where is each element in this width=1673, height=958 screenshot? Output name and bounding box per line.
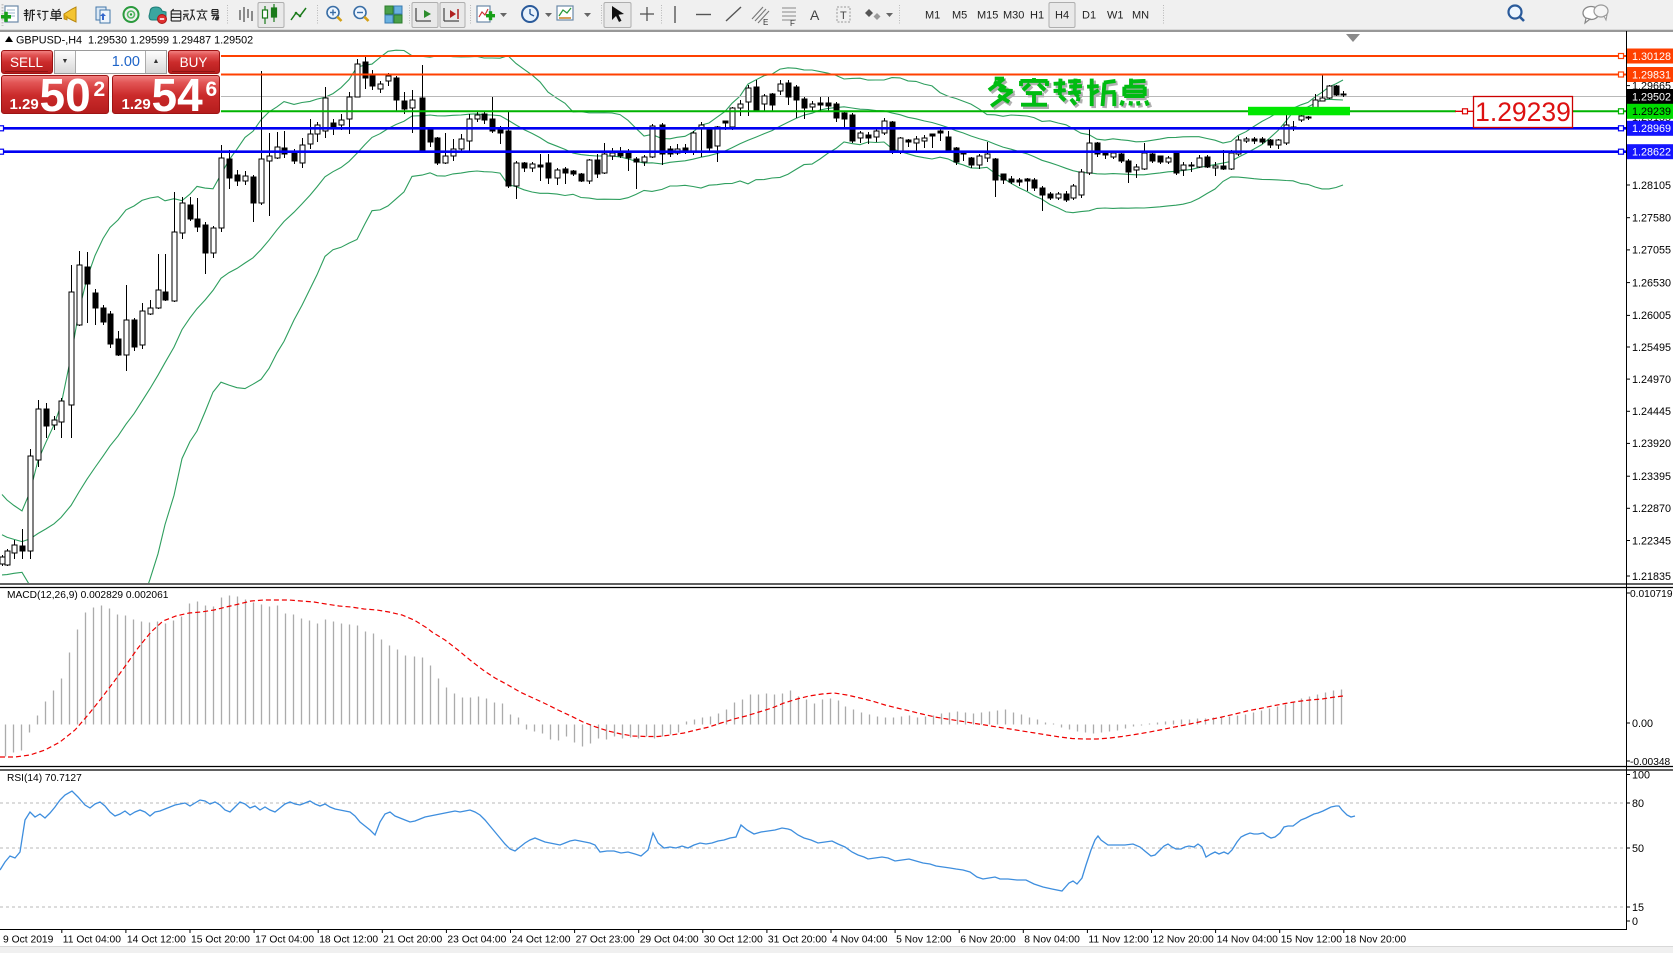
svg-text:1.27580: 1.27580	[1632, 213, 1671, 225]
svg-text:1.24445: 1.24445	[1632, 406, 1671, 418]
svg-text:31 Oct 20:00: 31 Oct 20:00	[768, 935, 827, 946]
svg-text:W1: W1	[1107, 10, 1124, 22]
svg-text:H1: H1	[1030, 10, 1044, 22]
svg-text:18 Nov 20:00: 18 Nov 20:00	[1345, 935, 1407, 946]
svg-text:0: 0	[1632, 916, 1638, 928]
svg-text:GBPUSD-,H4 1.29530 1.29599 1.: GBPUSD-,H4 1.29530 1.29599 1.29487 1.295…	[16, 35, 253, 47]
svg-text:M1: M1	[925, 10, 940, 22]
svg-text:15 Oct 20:00: 15 Oct 20:00	[191, 935, 250, 946]
svg-text:8 Nov 04:00: 8 Nov 04:00	[1024, 935, 1080, 946]
svg-text:15 Nov 12:00: 15 Nov 12:00	[1281, 935, 1343, 946]
svg-text:80: 80	[1632, 798, 1644, 810]
svg-text:D1: D1	[1082, 10, 1096, 22]
svg-text:17 Oct 04:00: 17 Oct 04:00	[255, 935, 314, 946]
svg-text:-0.00348: -0.00348	[1630, 757, 1671, 768]
svg-text:0.010719: 0.010719	[1630, 589, 1673, 600]
svg-text:1.25495: 1.25495	[1632, 342, 1671, 354]
svg-text:6 Nov 20:00: 6 Nov 20:00	[960, 935, 1016, 946]
svg-text:1.29831: 1.29831	[1632, 69, 1671, 81]
svg-text:1.21835: 1.21835	[1632, 571, 1671, 583]
svg-text:1.23920: 1.23920	[1632, 438, 1671, 450]
svg-text:E: E	[763, 18, 768, 27]
svg-text:1.24970: 1.24970	[1632, 374, 1671, 386]
svg-text:1.29239: 1.29239	[1632, 106, 1671, 118]
svg-text:100: 100	[1632, 769, 1650, 781]
svg-text:M30: M30	[1003, 10, 1024, 22]
svg-text:MN: MN	[1132, 10, 1149, 22]
svg-text:29 Oct 04:00: 29 Oct 04:00	[640, 935, 699, 946]
svg-text:1.28622: 1.28622	[1632, 147, 1671, 159]
svg-text:T: T	[840, 10, 847, 22]
svg-text:5 Nov 12:00: 5 Nov 12:00	[896, 935, 952, 946]
svg-text:1.28105: 1.28105	[1632, 180, 1671, 192]
svg-text:1.26530: 1.26530	[1632, 277, 1671, 289]
svg-text:1.30128: 1.30128	[1632, 51, 1671, 63]
svg-text:MACD(12,26,9) 0.002829 0.00206: MACD(12,26,9) 0.002829 0.002061	[7, 590, 169, 601]
svg-text:A: A	[810, 7, 820, 23]
svg-text:0.00: 0.00	[1632, 718, 1653, 730]
svg-text:M5: M5	[952, 10, 967, 22]
svg-text:24 Oct 12:00: 24 Oct 12:00	[512, 935, 571, 946]
svg-text:11 Oct 04:00: 11 Oct 04:00	[63, 935, 121, 946]
svg-text:30 Oct 12:00: 30 Oct 12:00	[704, 935, 763, 946]
svg-text:M15: M15	[977, 10, 998, 22]
svg-text:4 Nov 04:00: 4 Nov 04:00	[832, 935, 888, 946]
svg-text:1.27055: 1.27055	[1632, 245, 1671, 257]
svg-text:9 Oct 2019: 9 Oct 2019	[3, 935, 54, 946]
svg-text:RSI(14) 70.7127: RSI(14) 70.7127	[7, 773, 82, 784]
svg-text:18 Oct 12:00: 18 Oct 12:00	[319, 935, 378, 946]
svg-text:1.28969: 1.28969	[1632, 123, 1671, 135]
svg-text:27 Oct 23:00: 27 Oct 23:00	[576, 935, 635, 946]
svg-text:1.22345: 1.22345	[1632, 535, 1671, 547]
svg-text:1.26005: 1.26005	[1632, 310, 1671, 322]
svg-text:1.22870: 1.22870	[1632, 503, 1671, 515]
svg-text:15: 15	[1632, 902, 1644, 914]
svg-text:1.29239: 1.29239	[1475, 97, 1571, 127]
svg-text:H4: H4	[1055, 10, 1069, 22]
svg-text:1.29502: 1.29502	[1632, 91, 1671, 103]
svg-text:14 Oct 12:00: 14 Oct 12:00	[127, 935, 186, 946]
svg-text:23 Oct 04:00: 23 Oct 04:00	[447, 935, 506, 946]
svg-text:12 Nov 20:00: 12 Nov 20:00	[1153, 935, 1215, 946]
svg-text:21 Oct 20:00: 21 Oct 20:00	[383, 935, 442, 946]
svg-text:14 Nov 04:00: 14 Nov 04:00	[1217, 935, 1279, 946]
svg-text:1.23395: 1.23395	[1632, 471, 1671, 483]
svg-text:11 Nov 12:00: 11 Nov 12:00	[1088, 935, 1149, 946]
svg-text:F: F	[790, 19, 795, 28]
svg-text:50: 50	[1632, 843, 1644, 855]
